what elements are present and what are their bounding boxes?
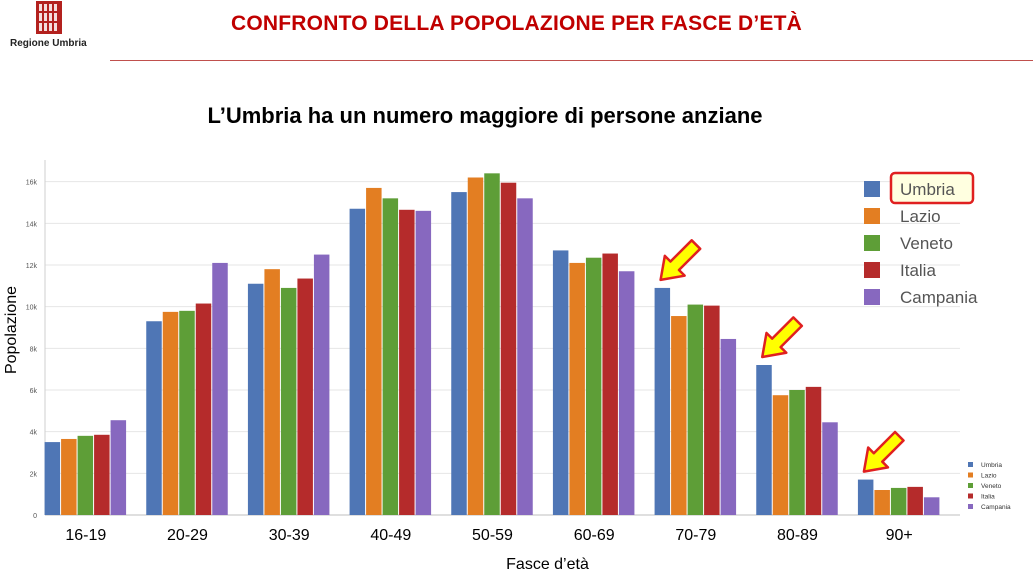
bar-lazio-80-89[interactable] (772, 395, 789, 515)
bar-italia-20-29[interactable] (195, 303, 212, 515)
bar-campania-90[interactable] (923, 497, 940, 515)
chart-subtitle: L’Umbria ha un numero maggiore di person… (207, 103, 763, 128)
legend-swatch-campania (864, 289, 880, 305)
x-tick-label: 50-59 (472, 527, 513, 544)
bar-lazio-30-39[interactable] (264, 269, 280, 515)
bar-campania-16-19[interactable] (110, 420, 127, 515)
bar-lazio-40-49[interactable] (366, 187, 382, 515)
legend-label-lazio: Lazio (900, 207, 941, 226)
slide-header: Regione Umbria CONFRONTO DELLA POPOLAZIO… (0, 0, 1033, 62)
header-divider (110, 60, 1033, 61)
y-tick-label: 14k (26, 221, 38, 228)
bar-veneto-90[interactable] (890, 487, 907, 515)
y-tick-label: 16k (26, 180, 38, 187)
bar-lazio-90[interactable] (874, 490, 890, 515)
mini-legend-swatch-umbria (968, 462, 973, 467)
x-axis-title: Fasce d’età (506, 556, 589, 573)
bar-italia-40-49[interactable] (399, 209, 415, 515)
highlight-arrow-90 (862, 430, 905, 473)
bar-lazio-60-69[interactable] (569, 262, 585, 515)
x-tick-label: 30-39 (269, 527, 310, 544)
y-tick-label: 2k (30, 471, 38, 478)
bar-italia-60-69[interactable] (602, 253, 618, 515)
bar-umbria-60-69[interactable] (552, 250, 569, 515)
bar-veneto-80-89[interactable] (789, 390, 805, 515)
bar-umbria-20-29[interactable] (146, 321, 162, 515)
bar-umbria-70-79[interactable] (654, 287, 671, 515)
legend-label-italia: Italia (900, 261, 936, 280)
bar-veneto-70-79[interactable] (687, 304, 704, 515)
org-name: Regione Umbria (10, 38, 87, 49)
mini-legend-label-campania: Campania (981, 504, 1011, 511)
mini-legend-label-lazio: Lazio (981, 473, 997, 480)
bar-veneto-30-39[interactable] (280, 287, 297, 515)
mini-legend-swatch-campania (968, 504, 973, 509)
legend-label-umbria: Umbria (900, 180, 955, 199)
bar-umbria-40-49[interactable] (349, 208, 366, 515)
y-tick-label: 0 (33, 513, 37, 520)
bar-umbria-30-39[interactable] (247, 283, 264, 515)
bar-campania-40-49[interactable] (415, 210, 432, 516)
legend-highlight-box (889, 171, 975, 205)
x-tick-label: 60-69 (574, 527, 615, 544)
bar-campania-70-79[interactable] (720, 338, 737, 515)
bar-italia-70-79[interactable] (704, 305, 720, 515)
mini-legend-label-veneto: Veneto (981, 483, 1002, 490)
legend-swatch-veneto (864, 235, 880, 251)
bar-italia-30-39[interactable] (297, 278, 313, 515)
bar-lazio-70-79[interactable] (671, 316, 687, 515)
bar-italia-80-89[interactable] (805, 386, 822, 515)
highlight-arrow-70-79 (659, 239, 702, 282)
y-tick-label: 6k (30, 388, 38, 395)
y-tick-label: 10k (26, 305, 38, 312)
bar-italia-50-59[interactable] (500, 182, 517, 516)
mini-legend-swatch-lazio (968, 472, 973, 478)
regione-umbria-logo (36, 1, 62, 34)
x-tick-label: 90+ (886, 527, 913, 544)
legend-label-veneto: Veneto (900, 234, 953, 253)
slide-title: CONFRONTO DELLA POPOLAZIONE PER FASCE D’… (231, 12, 802, 35)
bar-campania-20-29[interactable] (212, 262, 228, 515)
mini-legend-swatch-italia (968, 493, 973, 499)
bar-umbria-80-89[interactable] (756, 365, 772, 515)
legend-label-campania: Campania (900, 288, 978, 307)
bar-veneto-40-49[interactable] (382, 198, 399, 516)
bar-lazio-20-29[interactable] (162, 311, 179, 515)
x-tick-label: 20-29 (167, 527, 208, 544)
legend-swatch-italia (864, 262, 880, 278)
bar-veneto-60-69[interactable] (585, 257, 602, 515)
bar-campania-50-59[interactable] (517, 198, 533, 516)
y-tick-label: 12k (26, 263, 38, 270)
bar-umbria-90[interactable] (857, 479, 874, 515)
bar-lazio-16-19[interactable] (61, 438, 77, 515)
highlight-arrow-80-89 (761, 316, 804, 359)
bar-veneto-20-29[interactable] (179, 310, 195, 515)
x-tick-label: 80-89 (777, 527, 818, 544)
mini-legend-swatch-veneto (968, 483, 973, 488)
bar-veneto-50-59[interactable] (484, 173, 500, 516)
x-tick-label: 16-19 (65, 527, 106, 544)
x-tick-label: 40-49 (370, 527, 411, 544)
bar-umbria-16-19[interactable] (44, 442, 61, 515)
bar-veneto-16-19[interactable] (77, 435, 94, 515)
x-tick-label: 70-79 (675, 527, 716, 544)
bar-campania-30-39[interactable] (313, 254, 330, 516)
bar-umbria-50-59[interactable] (451, 192, 467, 516)
bar-campania-60-69[interactable] (618, 271, 635, 515)
bar-lazio-50-59[interactable] (467, 177, 484, 516)
mini-legend-label-italia: Italia (981, 494, 995, 501)
y-axis-title: Popolazione (3, 286, 20, 374)
legend-swatch-lazio (864, 208, 880, 224)
y-tick-label: 4k (30, 430, 38, 437)
bar-campania-80-89[interactable] (822, 422, 838, 515)
mini-legend-label-umbria: Umbria (981, 462, 1002, 469)
bar-italia-90[interactable] (907, 486, 923, 515)
bar-italia-16-19[interactable] (94, 434, 110, 515)
legend-swatch-umbria (864, 181, 880, 197)
y-tick-label: 8k (30, 346, 38, 353)
